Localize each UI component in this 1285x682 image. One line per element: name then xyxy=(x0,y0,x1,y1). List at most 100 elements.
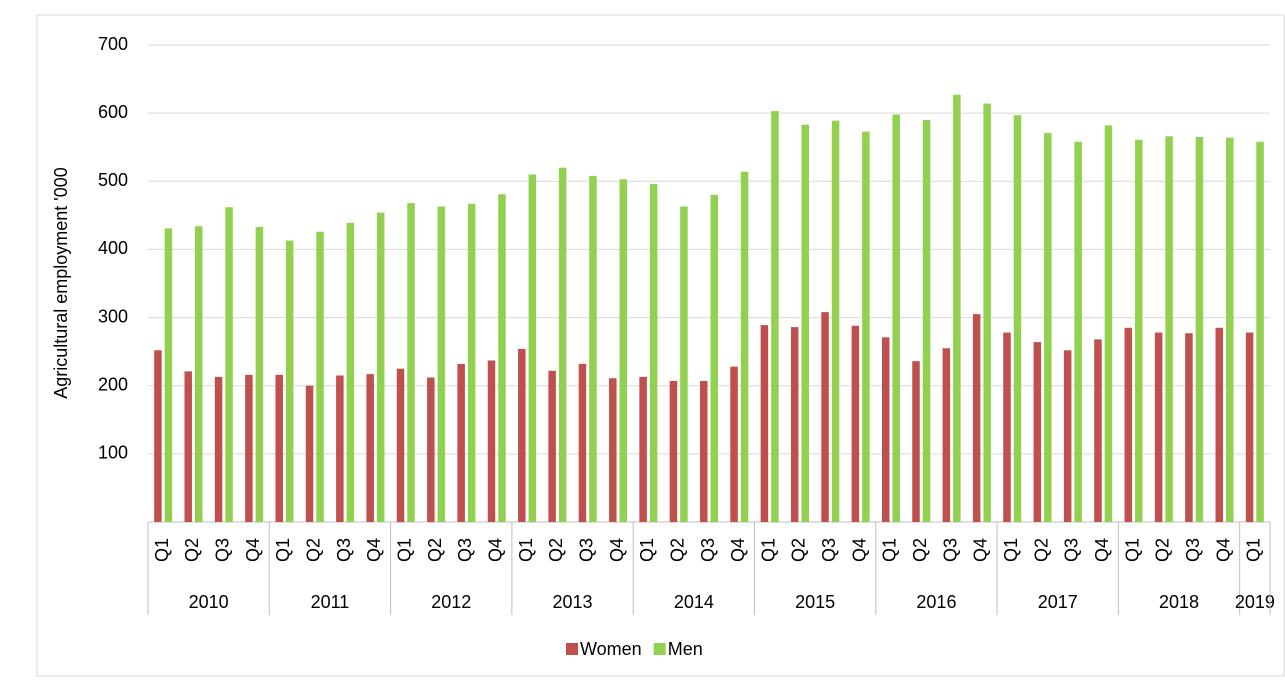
x-tick-label: Q4 xyxy=(243,538,263,562)
x-tick-label: Q2 xyxy=(1031,538,1051,562)
bar xyxy=(578,363,587,522)
bar xyxy=(366,374,374,522)
bar xyxy=(1124,327,1133,522)
bar xyxy=(639,376,647,522)
bar xyxy=(801,124,809,522)
bar xyxy=(609,378,617,522)
bar xyxy=(1094,339,1102,522)
y-tick-label: 400 xyxy=(98,238,128,258)
bar xyxy=(760,325,769,522)
bar xyxy=(1044,132,1052,522)
x-group-label: 2011 xyxy=(311,592,350,612)
x-tick-label: Q3 xyxy=(1062,538,1082,562)
bar xyxy=(669,380,678,522)
bar xyxy=(680,206,688,522)
x-group-label: 2014 xyxy=(674,592,714,612)
x-tick-label: Q4 xyxy=(1213,538,1233,562)
bar xyxy=(305,385,314,522)
bar xyxy=(942,348,951,522)
bar xyxy=(1185,333,1193,522)
x-group-label: 2019 xyxy=(1235,592,1275,612)
bar xyxy=(164,228,173,522)
bar xyxy=(487,360,496,522)
bar xyxy=(194,226,203,522)
bar xyxy=(1154,332,1163,522)
x-tick-label: Q1 xyxy=(395,538,415,562)
bar xyxy=(790,327,799,522)
bar xyxy=(498,194,506,523)
x-tick-label: Q3 xyxy=(698,538,718,562)
bar xyxy=(467,203,476,522)
x-tick-label: Q2 xyxy=(425,538,445,562)
y-tick-label: 600 xyxy=(98,102,128,122)
bar xyxy=(831,120,840,522)
x-tick-label: Q2 xyxy=(304,538,324,562)
bar xyxy=(821,312,829,522)
y-tick-label: 700 xyxy=(98,34,128,54)
x-tick-label: Q3 xyxy=(576,538,596,562)
x-tick-label: Q4 xyxy=(364,538,384,562)
bar xyxy=(1195,136,1204,522)
bar xyxy=(316,231,324,522)
x-tick-label: Q2 xyxy=(1153,538,1173,562)
bar xyxy=(730,366,738,522)
bar xyxy=(396,368,405,522)
bar xyxy=(1215,327,1224,522)
bar xyxy=(346,222,355,523)
legend-swatch xyxy=(653,643,666,655)
x-tick-label: Q1 xyxy=(1244,538,1264,562)
x-tick-label: Q1 xyxy=(1001,538,1021,562)
x-tick-label: Q4 xyxy=(849,538,869,562)
x-tick-label: Q4 xyxy=(971,538,991,562)
x-group-label: 2015 xyxy=(795,592,835,612)
bar xyxy=(1033,342,1042,522)
legend-label: Men xyxy=(668,639,703,659)
bar xyxy=(740,171,749,522)
bar xyxy=(1063,350,1072,522)
x-tick-label: Q2 xyxy=(789,538,809,562)
bar xyxy=(1135,139,1143,522)
bar xyxy=(255,226,264,523)
x-group-label: 2013 xyxy=(553,592,593,612)
bar xyxy=(225,207,233,522)
bar xyxy=(1104,125,1113,522)
x-tick-label: Q1 xyxy=(516,538,536,562)
bar xyxy=(1256,141,1264,522)
legend-label: Women xyxy=(580,639,642,659)
bar xyxy=(336,375,344,522)
bar xyxy=(154,350,162,522)
bar xyxy=(851,325,860,522)
bar xyxy=(862,131,870,522)
bar xyxy=(1074,141,1082,522)
bar xyxy=(700,380,708,522)
bar xyxy=(1165,136,1173,522)
bar xyxy=(437,206,446,522)
y-tick-label: 100 xyxy=(98,443,128,463)
bar xyxy=(771,111,779,522)
y-tick-label: 200 xyxy=(98,374,128,394)
bar xyxy=(922,119,931,522)
x-tick-label: Q3 xyxy=(213,538,233,562)
x-tick-label: Q2 xyxy=(910,538,930,562)
x-group-label: 2018 xyxy=(1159,592,1199,612)
y-tick-label: 500 xyxy=(98,170,128,190)
bar xyxy=(1013,115,1022,523)
x-tick-label: Q2 xyxy=(546,538,566,562)
bar xyxy=(892,114,900,523)
bar xyxy=(710,194,718,522)
x-tick-label: Q3 xyxy=(940,538,960,562)
bar xyxy=(214,376,223,522)
x-tick-label: Q3 xyxy=(334,538,354,562)
x-tick-label: Q4 xyxy=(607,538,627,562)
bar xyxy=(376,212,385,523)
bar xyxy=(649,184,658,523)
bar xyxy=(1226,137,1234,522)
x-tick-label: Q4 xyxy=(728,538,748,562)
x-tick-label: Q4 xyxy=(1092,538,1112,562)
x-tick-label: Q1 xyxy=(758,538,778,562)
x-group-label: 2017 xyxy=(1038,592,1078,612)
bar xyxy=(983,103,991,523)
bar xyxy=(184,371,192,522)
x-tick-label: Q1 xyxy=(152,538,172,562)
